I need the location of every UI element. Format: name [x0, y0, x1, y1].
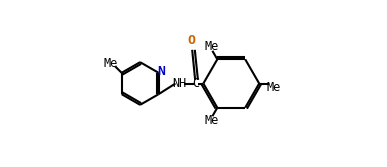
- Text: Me: Me: [104, 57, 118, 70]
- Text: Me: Me: [267, 81, 281, 94]
- Text: NH: NH: [173, 77, 187, 90]
- Text: N: N: [157, 65, 165, 78]
- Text: Me: Me: [204, 40, 219, 53]
- Text: O: O: [188, 34, 196, 47]
- Text: C: C: [192, 77, 200, 90]
- Text: Me: Me: [204, 114, 219, 127]
